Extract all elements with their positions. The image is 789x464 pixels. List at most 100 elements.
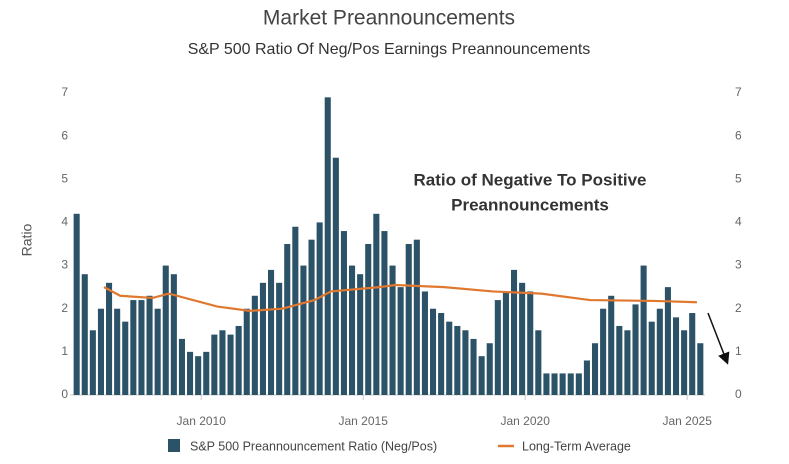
bar xyxy=(340,231,347,395)
bar xyxy=(251,295,258,395)
y-tick-label: 4 xyxy=(61,215,68,229)
bar xyxy=(656,308,663,395)
bar xyxy=(535,330,542,395)
bar xyxy=(438,313,445,395)
bar xyxy=(486,343,493,395)
bar xyxy=(672,317,680,395)
bar xyxy=(632,304,639,395)
y2-tick-label: 3 xyxy=(735,258,742,272)
bar xyxy=(519,282,526,395)
legend-label: Long-Term Average xyxy=(522,439,631,453)
arrow xyxy=(707,312,730,365)
bar xyxy=(591,343,599,395)
bar xyxy=(284,244,291,395)
bar xyxy=(470,338,477,395)
bar xyxy=(413,239,420,395)
bar xyxy=(454,325,461,395)
bar xyxy=(122,321,129,395)
y2-tick-label: 2 xyxy=(735,301,742,315)
x-tick-label: Jan 2010 xyxy=(177,414,227,428)
bar xyxy=(429,308,437,395)
bar xyxy=(502,291,509,395)
bar xyxy=(681,330,688,395)
bar xyxy=(648,321,655,395)
bar xyxy=(259,282,266,395)
bar xyxy=(389,265,396,395)
bar xyxy=(97,308,104,395)
annotation: Ratio of Negative To Positive xyxy=(413,170,646,189)
y2-tick-label: 4 xyxy=(735,215,742,229)
bar xyxy=(316,222,323,395)
bar xyxy=(583,360,590,395)
y2-tick-label: 1 xyxy=(735,344,742,358)
legend-label: S&P 500 Preannouncement Ratio (Neg/Pos) xyxy=(190,439,437,453)
bar xyxy=(446,321,453,395)
bar xyxy=(664,287,671,395)
bar xyxy=(268,269,275,395)
y-tick-label: 5 xyxy=(61,171,68,185)
y2-tick-label: 6 xyxy=(735,128,742,142)
bar xyxy=(89,330,96,395)
bar xyxy=(462,330,469,395)
bar xyxy=(575,373,582,395)
y-tick-label: 2 xyxy=(61,301,68,315)
bar xyxy=(365,244,372,395)
bar xyxy=(203,351,210,395)
bar xyxy=(373,213,380,395)
bar xyxy=(243,308,250,395)
chart-title: Market Preannouncements xyxy=(263,7,515,30)
x-tick-label: Jan 2020 xyxy=(500,414,550,428)
x-tick-label: Jan 2025 xyxy=(662,414,712,428)
bar xyxy=(81,274,88,395)
bar xyxy=(494,300,501,395)
bar xyxy=(195,356,202,395)
x-tick-label: Jan 2015 xyxy=(339,414,389,428)
bar xyxy=(689,313,696,395)
bar xyxy=(138,300,145,395)
line xyxy=(103,283,697,312)
bar xyxy=(332,157,339,395)
bar xyxy=(397,287,404,395)
bar xyxy=(510,269,518,395)
y2-tick-label: 0 xyxy=(735,387,742,401)
bar xyxy=(616,325,623,395)
bar xyxy=(381,231,388,395)
bar xyxy=(324,97,331,396)
legend-swatch xyxy=(168,439,180,452)
y-tick-label: 1 xyxy=(61,344,68,358)
bar xyxy=(73,213,80,395)
y-tick-label: 7 xyxy=(61,85,68,99)
chart-subtitle: S&P 500 Ratio Of Neg/Pos Earnings Preann… xyxy=(188,41,591,58)
bar xyxy=(211,334,218,395)
bar xyxy=(146,295,153,395)
bar xyxy=(235,325,242,395)
bar xyxy=(543,373,550,395)
bar xyxy=(697,343,704,395)
bar xyxy=(170,274,177,395)
bar xyxy=(300,265,307,395)
bar xyxy=(178,338,185,395)
bar xyxy=(405,244,412,395)
bar xyxy=(600,308,607,395)
bar xyxy=(567,373,574,395)
bar xyxy=(551,373,558,395)
bar xyxy=(478,356,485,395)
bar xyxy=(114,308,121,395)
bar xyxy=(308,239,315,395)
bar xyxy=(154,308,161,395)
bar xyxy=(106,282,113,395)
bar xyxy=(276,282,283,395)
bar xyxy=(640,265,647,395)
bar xyxy=(608,295,615,395)
bar xyxy=(130,300,137,395)
bar xyxy=(559,373,566,395)
bar xyxy=(527,291,534,395)
y-tick-label: 3 xyxy=(61,258,68,272)
y2-tick-label: 5 xyxy=(735,171,742,185)
bar xyxy=(219,330,226,395)
y2-tick-label: 7 xyxy=(735,85,742,99)
annotation: Preannouncements xyxy=(451,195,609,214)
bar xyxy=(292,226,299,395)
bar xyxy=(227,334,234,395)
